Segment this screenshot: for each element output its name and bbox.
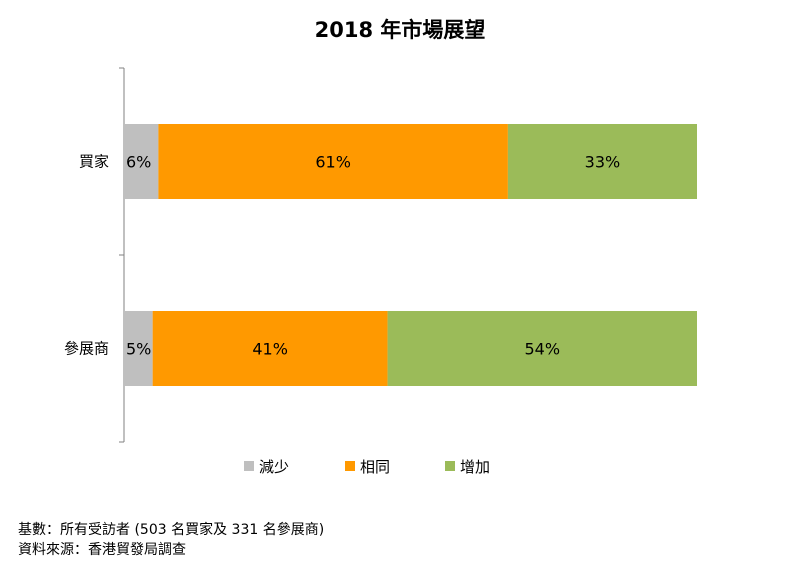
legend-label: 減少	[259, 458, 289, 476]
bar-segment	[124, 311, 153, 386]
data-label: 6%	[126, 153, 151, 172]
legend-label: 相同	[360, 458, 390, 476]
category-label: 買家	[79, 153, 109, 171]
footnotes: 基數：所有受訪者 (503 名買家及 331 名參展商) 資料來源：香港貿發局調…	[18, 520, 324, 560]
data-label: 5%	[126, 340, 151, 359]
legend-swatch	[244, 461, 254, 471]
bar-segment	[387, 311, 697, 386]
bar-segment	[152, 311, 388, 386]
data-label: 33%	[585, 153, 621, 172]
bar-segment	[507, 124, 697, 199]
data-label: 54%	[525, 340, 561, 359]
footnote-source: 資料來源：香港貿發局調查	[18, 542, 186, 558]
bar-segment	[158, 124, 508, 199]
data-label: 41%	[252, 340, 288, 359]
legend-swatch	[345, 461, 355, 471]
data-label: 61%	[315, 153, 351, 172]
category-label: 參展商	[64, 340, 109, 358]
chart: 買家 6% 61% 33% 參展商 5% 41% 54% 減少 相同 增加	[64, 67, 697, 476]
footnote-base: 基數：所有受訪者 (503 名買家及 331 名參展商)	[18, 522, 325, 538]
legend-label: 增加	[460, 458, 490, 476]
bar-segment	[124, 124, 159, 199]
chart-title: 2018 年市場展望	[314, 18, 486, 42]
legend-swatch	[445, 461, 455, 471]
